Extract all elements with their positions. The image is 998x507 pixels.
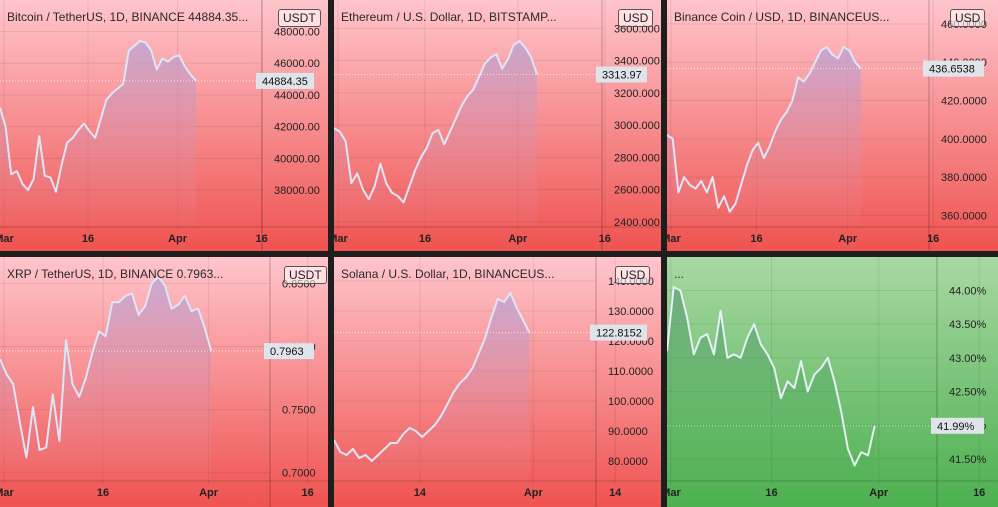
y-tick-label: 3000.000 <box>614 120 660 132</box>
y-tick-label: 80.0000 <box>608 456 648 468</box>
chart-title: Binance Coin / USD, 1D, BINANCEUS... <box>674 10 890 24</box>
last-price-box <box>590 324 647 341</box>
y-tick-label: 43.00% <box>949 353 987 365</box>
x-tick-label: Mar <box>334 233 348 245</box>
x-tick-label: Mar <box>667 487 681 499</box>
x-tick-label: Apr <box>168 233 188 245</box>
chart-panel-ethereum[interactable]: 2400.000 2600.000 2800.000 3000.000 3200.000… <box>334 0 661 251</box>
y-tick-label: 420.0000 <box>941 96 987 108</box>
series-line <box>334 40 538 204</box>
y-tick-label: 0.7500 <box>282 405 316 417</box>
x-tick-label: 16 <box>973 487 985 499</box>
x-tick-label: Apr <box>838 233 858 245</box>
x-tick-label: 16 <box>599 233 611 245</box>
x-tick-label: 16 <box>255 233 267 245</box>
x-tick-label: 16 <box>301 487 313 499</box>
last-price-box <box>264 343 314 360</box>
y-tick-label: 110.0000 <box>608 366 653 378</box>
y-tick-label: 90.0000 <box>608 426 648 438</box>
series-line <box>667 45 862 213</box>
last-price-box <box>931 417 984 434</box>
currency-badge[interactable]: USDT <box>278 9 321 27</box>
y-tick-label: 0.7000 <box>282 468 316 480</box>
x-tick-label: Apr <box>524 487 544 499</box>
x-tick-label: 16 <box>97 487 109 499</box>
y-tick-label: 43.50% <box>949 319 987 331</box>
x-tick-label: 14 <box>609 487 622 499</box>
series-area <box>667 287 875 479</box>
x-tick-label: Mar <box>667 233 681 245</box>
y-tick-label: 2600.000 <box>614 185 660 197</box>
y-tick-label: 40000.00 <box>274 153 320 165</box>
last-price-label: 122.8152 <box>596 328 642 340</box>
x-tick-label: Mar <box>0 233 14 245</box>
currency-badge[interactable]: USDT <box>284 266 327 284</box>
chart-svg: 38000.00 40000.00 42000.00 44000.00 46000.00… <box>0 0 328 251</box>
series-line <box>334 292 531 462</box>
chart-title: Ethereum / U.S. Dollar, 1D, BITSTAMP... <box>341 10 557 24</box>
last-price-label: 3313.97 <box>602 70 642 82</box>
chart-title: Solana / U.S. Dollar, 1D, BINANCEUS... <box>341 267 555 281</box>
y-tick-label: 41.50% <box>949 454 987 466</box>
y-tick-label: 42000.00 <box>274 122 320 134</box>
y-tick-label: 400.0000 <box>941 134 987 146</box>
chart-svg: 41.50%42.00%42.50%43.00%43.50%44.00%41.9… <box>667 257 998 507</box>
chart-title: ... <box>674 267 685 281</box>
y-tick-label: 44000.00 <box>274 90 320 102</box>
series-area <box>0 41 196 225</box>
y-tick-label: 42.50% <box>949 386 987 398</box>
last-price-label: 436.6538 <box>929 64 975 76</box>
chart-svg: 80.000090.0000100.0000110.0000120.000013… <box>334 257 661 507</box>
chart-panel-binance-coin[interactable]: 360.0000380.0000400.0000420.0000440.0000… <box>667 0 998 251</box>
chart-panel-dominance[interactable]: 41.50%42.00%42.50%43.00%43.50%44.00%41.9… <box>667 257 998 507</box>
currency-badge[interactable]: USD <box>615 266 651 284</box>
y-tick-label: 46000.00 <box>274 58 320 70</box>
last-price-label: 41.99% <box>937 421 975 433</box>
y-tick-label: 100.0000 <box>608 396 654 408</box>
chart-panel-bitcoin[interactable]: 38000.00 40000.00 42000.00 44000.00 46000.00… <box>0 0 328 251</box>
currency-badge[interactable]: USD <box>618 9 654 27</box>
y-tick-label: 2400.000 <box>614 217 660 229</box>
x-tick-label: 16 <box>927 233 939 245</box>
series-line <box>0 40 197 193</box>
series-line <box>667 286 876 467</box>
chart-title: Bitcoin / TetherUS, 1D, BINANCE 44884.35… <box>7 10 249 24</box>
y-tick-label: 44.00% <box>949 285 987 297</box>
x-tick-label: 16 <box>750 233 762 245</box>
series-area <box>0 277 212 479</box>
y-tick-label: 3400.000 <box>614 56 660 68</box>
chart-svg: 360.0000380.0000400.0000420.0000440.0000… <box>667 0 998 251</box>
last-price-label: 44884.35 <box>262 76 308 88</box>
last-price-box <box>596 66 647 83</box>
last-price-box <box>256 72 314 89</box>
y-tick-label: 380.0000 <box>941 172 987 184</box>
currency-badge[interactable]: USD <box>950 9 986 27</box>
y-tick-label: 48000.00 <box>274 27 320 39</box>
x-tick-label: 16 <box>82 233 94 245</box>
y-tick-label: 2800.000 <box>614 152 660 164</box>
x-tick-label: 16 <box>419 233 431 245</box>
x-tick-label: 14 <box>414 487 427 499</box>
x-tick-label: Mar <box>0 487 14 499</box>
chart-panel-solana[interactable]: 80.0000 90.0000 100.0000 110.0000 120.0000 13… <box>334 257 661 507</box>
chart-panel-xrp[interactable]: 0.70000.75000.80000.85000.7963Mar16Apr16… <box>0 257 328 507</box>
x-tick-label: Apr <box>508 233 528 245</box>
chart-title: XRP / TetherUS, 1D, BINANCE 0.7963... <box>7 267 224 281</box>
x-tick-label: Apr <box>869 487 889 499</box>
series-area <box>334 293 530 479</box>
y-tick-label: 130.0000 <box>608 306 654 318</box>
y-tick-label: 3200.000 <box>614 88 660 100</box>
chart-svg: 2400.000 2600.000 2800.000 3000.000 3200.000… <box>334 0 661 251</box>
last-price-label: 0.7963 <box>270 346 304 358</box>
x-tick-label: Apr <box>199 487 219 499</box>
x-tick-label: 16 <box>765 487 777 499</box>
last-price-box <box>923 60 984 77</box>
series-area <box>667 46 861 226</box>
series-line <box>0 276 213 459</box>
y-tick-label: 38000.00 <box>274 185 320 197</box>
y-tick-label: 360.0000 <box>941 210 987 222</box>
